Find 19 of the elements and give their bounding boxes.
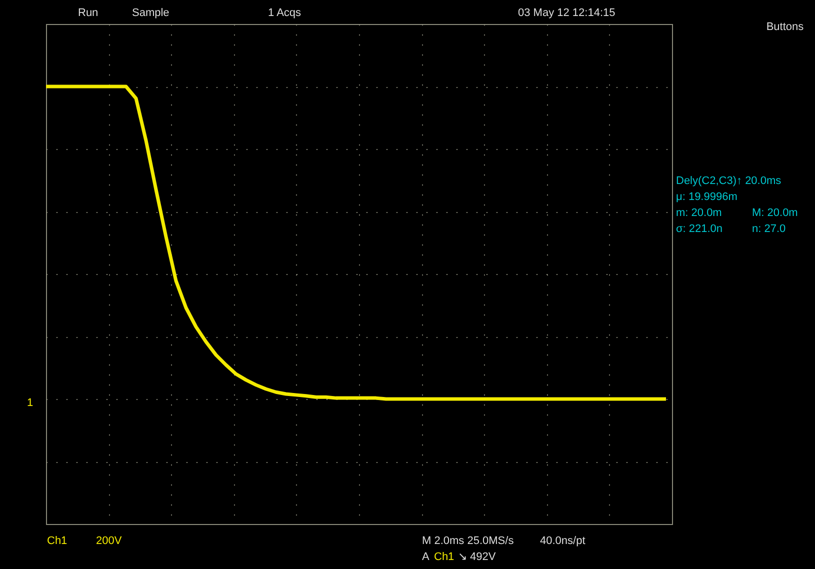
text: σ: 221.0n: [676, 223, 723, 235]
text: 40.0ns/pt: [540, 535, 586, 547]
text: Run: [78, 7, 98, 19]
text: n: 27.0: [752, 223, 786, 235]
text: Dely(C2,C3)↑ 20.0ms: [676, 175, 782, 187]
text: ↘ 492V: [458, 551, 496, 563]
text: M: 20.0m: [752, 207, 798, 219]
text: Ch1: [47, 535, 68, 547]
text: Ch1: [434, 551, 454, 563]
text: A: [422, 551, 430, 563]
text: Buttons: [766, 21, 804, 33]
text: Sample: [132, 7, 170, 19]
text: 200V: [96, 535, 122, 547]
text: 03 May 12 12:14:15: [518, 7, 616, 19]
text: M 2.0ms 25.0MS/s: [422, 535, 514, 547]
text: 1: [26, 397, 34, 409]
text: m: 20.0m: [676, 207, 722, 219]
text: μ: 19.9996m: [676, 191, 738, 203]
text: 1 Acqs: [268, 7, 302, 19]
